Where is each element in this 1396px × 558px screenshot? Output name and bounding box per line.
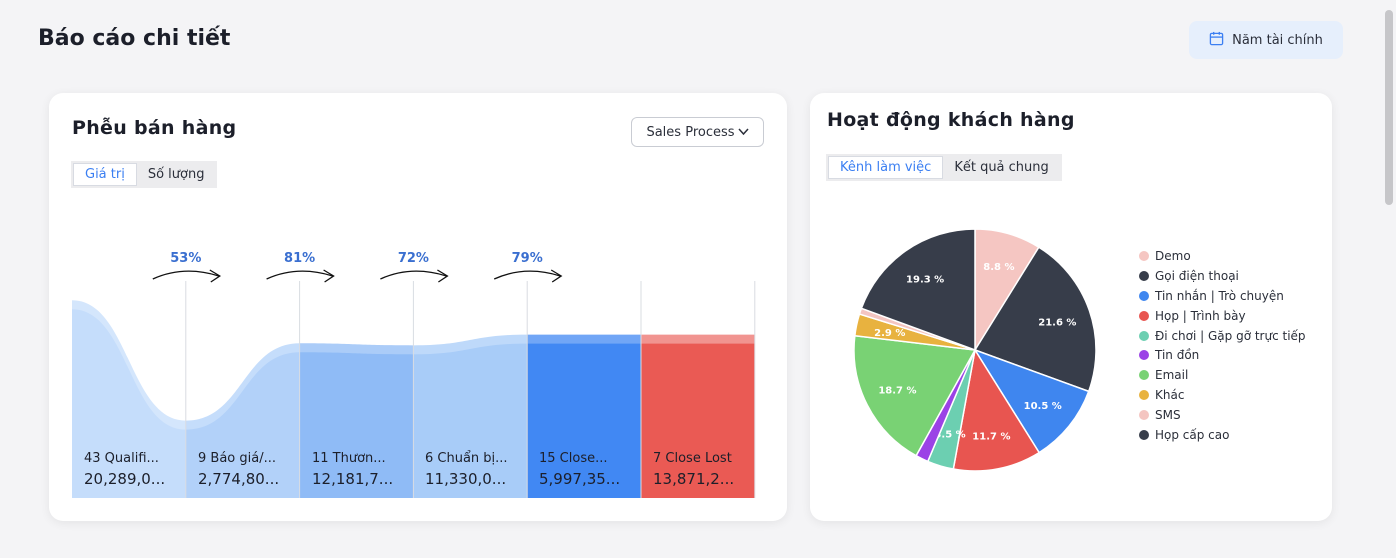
legend-dot-icon (1139, 310, 1149, 321)
legend-label: Họp cấp cao (1155, 427, 1230, 442)
stage-count-name: 15 Close... (539, 451, 608, 466)
tab-kenh-lam-viec[interactable]: Kênh làm việc (828, 156, 944, 179)
funnel-view-toggle: Giá trị Số lượng (71, 161, 218, 188)
activity-view-toggle: Kênh làm việc Kết quả chung (826, 154, 1062, 181)
pie-slice[interactable] (860, 228, 976, 352)
tab-gia-tri[interactable]: Giá trị (73, 163, 137, 186)
conversion-rate: 81% (284, 251, 315, 266)
pie-slice[interactable] (853, 334, 977, 457)
legend-label: Demo (1155, 248, 1191, 263)
funnel-chart: 53% 81% 72% 79% (72, 251, 756, 498)
legend-item[interactable]: Demo (1139, 246, 1306, 266)
funnel-stage-label: 6 Chuẩn bị... 11,330,0... (425, 449, 533, 489)
funnel-title: Phễu bán hàng (72, 117, 237, 139)
funnel-stage-label: 9 Báo giá/... 2,774,80... (198, 449, 306, 489)
legend-item[interactable]: Tin đồn (1139, 345, 1306, 365)
legend-label: Khác (1155, 388, 1185, 403)
fiscal-year-label: Năm tài chính (1232, 32, 1323, 48)
stage-count-name: 6 Chuẩn bị... (425, 451, 508, 466)
funnel-stage-labels: 43 Qualifi... 20,289,0... 9 Báo giá/... … (72, 449, 755, 495)
legend-item[interactable]: SMS (1139, 405, 1306, 425)
conversion-arrow-icon (380, 269, 449, 283)
funnel-stage-bar[interactable] (413, 334, 528, 498)
legend-label: Tin đồn (1155, 348, 1200, 363)
pie-slice-label: 8.8 % (983, 262, 1014, 273)
stage-count-name: 43 Qualifi... (84, 451, 159, 466)
legend-label: Email (1155, 368, 1189, 383)
legend-item[interactable]: Email (1139, 365, 1306, 385)
stage-value: 13,871,2... (653, 470, 735, 488)
legend-item[interactable]: Đi chơi | Gặp gỡ trực tiếp (1139, 326, 1306, 346)
conversion-rate: 79% (512, 251, 543, 266)
stage-value: 2,774,80... (198, 470, 280, 488)
legend-item[interactable]: Họp cấp cao (1139, 425, 1306, 445)
pie-slice[interactable] (973, 246, 1097, 393)
page-title: Báo cáo chi tiết (38, 26, 231, 51)
sales-process-dropdown[interactable]: Sales Process (631, 117, 764, 147)
legend-dot-icon (1139, 390, 1149, 401)
legend-label: SMS (1155, 408, 1181, 423)
legend-label: Họp | Trình bày (1155, 308, 1246, 323)
legend-label: Tin nhắn | Trò chuyện (1155, 288, 1284, 303)
stage-value: 5,997,35... (539, 470, 621, 488)
pie-legend: Demo Gọi điện thoại Tin nhắn | Trò chuyện H… (1139, 246, 1306, 445)
conversion-arrow-icon (493, 269, 563, 283)
page-scrollbar[interactable] (1382, 0, 1396, 558)
legend-dot-icon (1139, 350, 1149, 361)
funnel-stage-bar[interactable] (72, 300, 186, 498)
funnel-stage-label: 43 Qualifi... 20,289,0... (84, 449, 192, 489)
funnel-stage-label: 11 Thươn... 12,181,7... (312, 449, 420, 489)
funnel-stage-bar[interactable] (185, 343, 300, 498)
chevron-down-icon (737, 125, 749, 140)
stage-value: 11,330,0... (425, 470, 507, 488)
pie-slice-label: 10.5 % (1024, 401, 1062, 412)
dropdown-value: Sales Process (646, 124, 735, 140)
funnel-stage-bar[interactable] (641, 334, 755, 498)
stage-value: 12,181,7... (312, 470, 394, 488)
conversion-rate: 72% (398, 251, 429, 266)
conversion-arrow-icon (152, 269, 222, 283)
pie-slice-label: 11.7 % (972, 432, 1010, 443)
calendar-icon (1209, 31, 1224, 50)
funnel-stage-bar[interactable] (299, 343, 414, 498)
legend-dot-icon (1139, 410, 1149, 421)
legend-label: Đi chơi | Gặp gỡ trực tiếp (1155, 328, 1306, 343)
legend-item[interactable]: Tin nhắn | Trò chuyện (1139, 286, 1306, 306)
legend-dot-icon (1139, 370, 1149, 381)
conversion-arrow-icon (266, 269, 335, 283)
funnel-stage-bar[interactable] (527, 334, 641, 498)
sales-funnel-card: 53% 81% 72% 79% Phễu bán hàng Sales Process… (49, 93, 787, 521)
funnel-stage-label: 7 Close Lost 13,871,2... (653, 449, 761, 489)
legend-item[interactable]: Họp | Trình bày (1139, 306, 1306, 326)
legend-dot-icon (1139, 330, 1149, 341)
conversion-rate: 53% (170, 251, 201, 266)
activity-pie-chart: 8.8 % 21.6 % 10.5 % 11.7 % 3.5 % 18.7 % 2.9 % 1… (853, 228, 1097, 472)
fiscal-year-button[interactable]: Năm tài chính (1189, 21, 1343, 59)
legend-item[interactable]: Gọi điện thoại (1139, 266, 1306, 286)
legend-dot-icon (1139, 429, 1149, 440)
activity-title: Hoạt động khách hàng (827, 109, 1075, 131)
stage-count-name: 9 Báo giá/... (198, 451, 276, 466)
funnel-stage-label: 15 Close... 5,997,35... (539, 449, 647, 489)
pie-slice-label: 21.6 % (1038, 318, 1076, 329)
legend-item[interactable]: Khác (1139, 385, 1306, 405)
customer-activity-card: 8.8 % 21.6 % 10.5 % 11.7 % 3.5 % 18.7 % 2.9 % 1… (810, 93, 1332, 521)
scrollbar-thumb[interactable] (1385, 10, 1393, 205)
legend-dot-icon (1139, 250, 1149, 261)
pie-slice-label: 3.5 % (934, 429, 965, 440)
legend-dot-icon (1139, 270, 1149, 281)
stage-count-name: 11 Thươn... (312, 451, 386, 466)
pie-slice[interactable] (973, 348, 1090, 454)
pie-slice[interactable] (952, 347, 1041, 472)
pie-slice-label: 18.7 % (878, 386, 916, 397)
pie-slice-label: 2.9 % (874, 328, 905, 339)
tab-ket-qua-chung[interactable]: Kết quả chung (954, 160, 1049, 175)
pie-slice-label: 19.3 % (906, 275, 944, 286)
legend-label: Gọi điện thoại (1155, 268, 1239, 283)
legend-dot-icon (1139, 290, 1149, 301)
stage-value: 20,289,0... (84, 470, 166, 488)
stage-count-name: 7 Close Lost (653, 451, 732, 466)
tab-so-luong[interactable]: Số lượng (147, 167, 205, 182)
